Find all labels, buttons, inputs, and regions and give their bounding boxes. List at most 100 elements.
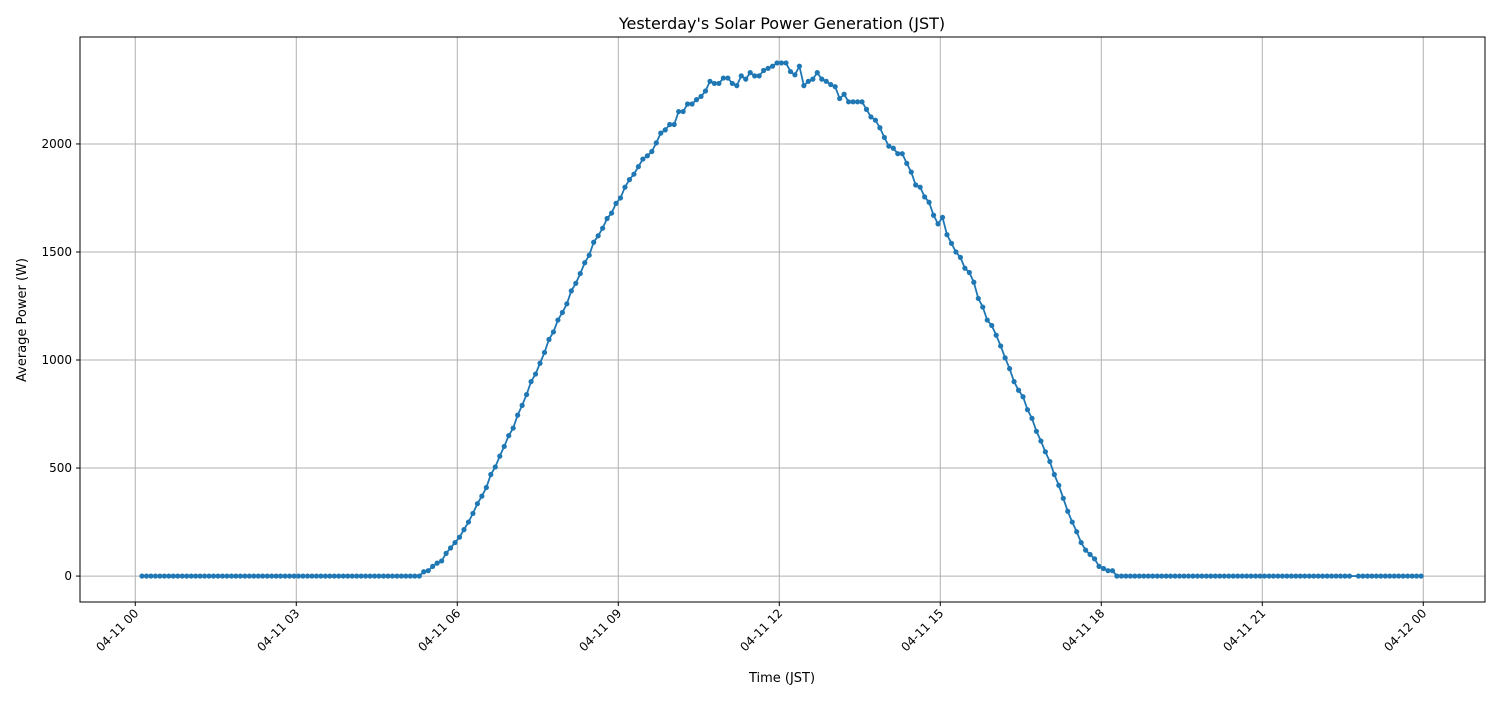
y-axis-ticks: 0 500 1000 1500 2000 [41, 137, 80, 583]
data-point [501, 443, 507, 450]
y-tick-label: 2000 [41, 137, 72, 151]
data-point [152, 573, 159, 579]
data-point [278, 573, 284, 579]
data-point [1275, 573, 1281, 579]
data-point [1413, 573, 1420, 579]
data-point [975, 295, 981, 302]
data-point [953, 249, 959, 255]
data-point [631, 171, 637, 177]
data-point [1297, 573, 1303, 579]
data-point [148, 573, 154, 579]
data-point [667, 121, 673, 128]
data-point [304, 573, 311, 579]
data-point [1382, 573, 1388, 579]
data-point [1302, 573, 1308, 579]
data-point [850, 99, 856, 105]
data-point [188, 573, 194, 579]
data-point [922, 194, 928, 200]
data-point [488, 471, 494, 478]
data-point [944, 232, 950, 238]
data-point [403, 573, 409, 579]
data-point [635, 164, 642, 170]
y-tick-label: 500 [49, 461, 72, 475]
data-point [1400, 573, 1406, 579]
data-point [1051, 471, 1057, 478]
data-point [345, 573, 351, 579]
data-point [698, 93, 704, 100]
data-point [1212, 573, 1218, 579]
data-point [193, 573, 199, 579]
data-point [242, 573, 248, 579]
data-point [519, 402, 525, 408]
data-point [948, 240, 955, 246]
data-point [1002, 355, 1008, 361]
data-point [1203, 573, 1209, 579]
data-point [331, 573, 337, 579]
x-tick-label: 04-11 06 [415, 606, 463, 654]
data-point [1270, 573, 1277, 579]
data-point [810, 76, 816, 82]
data-point [658, 130, 664, 136]
data-point [1329, 573, 1335, 579]
data-point [376, 573, 382, 579]
data-point [313, 573, 320, 579]
data-point [720, 75, 726, 81]
data-point [989, 322, 995, 329]
data-point [430, 563, 436, 569]
data-point [586, 252, 592, 258]
data-point [671, 121, 677, 128]
x-tick-label: 04-11 15 [898, 606, 946, 654]
data-point [1217, 573, 1223, 579]
data-point [425, 568, 431, 574]
data-point [644, 153, 650, 159]
data-point [1208, 573, 1214, 579]
data-point [868, 114, 874, 120]
data-point [966, 269, 972, 276]
data-point [1279, 573, 1286, 579]
data-point [917, 184, 923, 190]
data-point [783, 60, 789, 66]
data-point [497, 453, 503, 459]
data-point [1185, 573, 1192, 579]
data-point [1235, 573, 1241, 579]
data-point [143, 573, 150, 579]
data-point [711, 80, 718, 87]
data-point [139, 573, 145, 579]
data-point [201, 573, 208, 579]
y-tick-label: 1000 [41, 353, 72, 367]
data-point [1221, 573, 1227, 579]
data-point [1342, 573, 1348, 579]
data-point [626, 177, 633, 183]
x-tick-label: 04-11 00 [93, 606, 141, 654]
data-point [161, 573, 167, 579]
data-point [863, 106, 870, 112]
data-point [993, 332, 999, 338]
data-point [282, 573, 288, 579]
data-point [984, 317, 990, 323]
data-point [1145, 573, 1151, 579]
data-point [1074, 529, 1080, 535]
data-point [358, 573, 364, 579]
data-point [1123, 573, 1129, 579]
data-point [1252, 573, 1259, 579]
data-point [881, 134, 887, 141]
data-point [1069, 519, 1075, 525]
data-point [1087, 551, 1093, 558]
plot-frame [79, 36, 1486, 603]
data-point [1172, 573, 1178, 579]
data-point [1056, 482, 1062, 488]
data-point [1261, 573, 1268, 579]
data-point [796, 63, 803, 69]
data-point [1194, 573, 1201, 579]
data-point [300, 573, 306, 579]
data-point [1181, 573, 1187, 579]
y-tick-label: 1500 [41, 245, 72, 259]
data-point [264, 573, 270, 579]
data-point [939, 214, 946, 221]
data-point [1360, 573, 1366, 579]
data-point [1373, 573, 1379, 579]
data-point [541, 349, 548, 356]
data-point [559, 309, 565, 316]
data-point [1065, 508, 1071, 514]
data-point [528, 379, 534, 385]
